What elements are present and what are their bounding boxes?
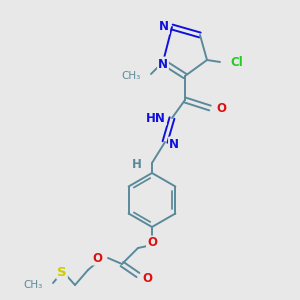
Text: N: N <box>159 20 169 34</box>
Text: O: O <box>142 272 152 284</box>
Text: S: S <box>57 266 67 278</box>
Text: N: N <box>169 137 179 151</box>
Text: O: O <box>92 251 102 265</box>
Text: HN: HN <box>146 112 166 124</box>
Text: O: O <box>147 236 157 250</box>
Text: Cl: Cl <box>230 56 243 68</box>
Text: O: O <box>216 101 226 115</box>
Text: N: N <box>158 58 168 70</box>
Text: H: H <box>132 158 142 172</box>
Text: CH₃: CH₃ <box>122 71 141 81</box>
Text: CH₃: CH₃ <box>24 280 43 290</box>
